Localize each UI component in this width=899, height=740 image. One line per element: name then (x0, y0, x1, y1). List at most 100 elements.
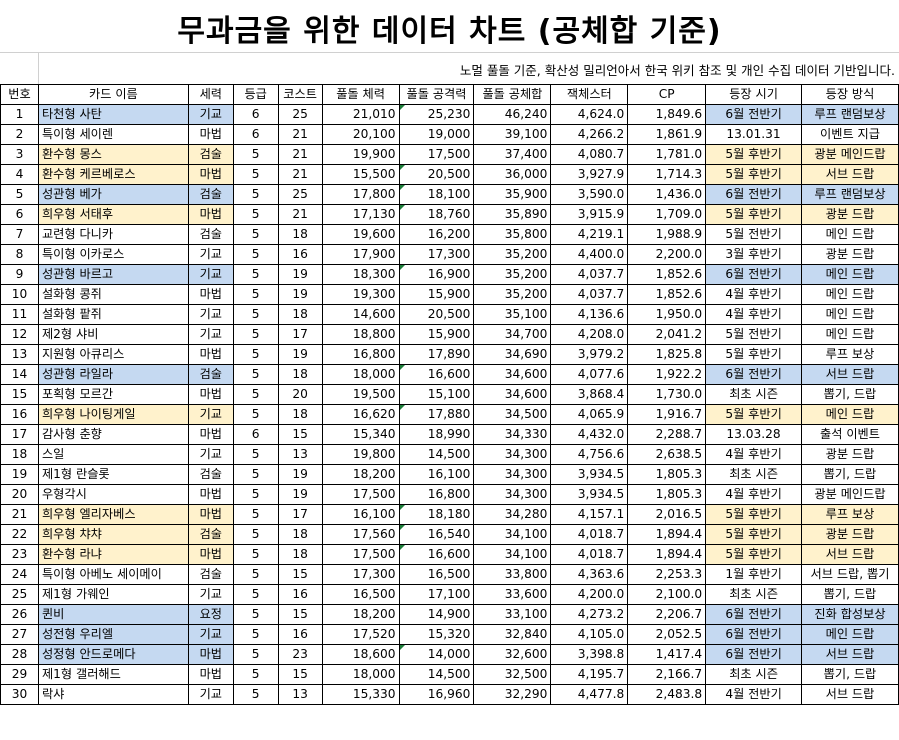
cell-hp[interactable]: 15,330 (321, 684, 400, 705)
table-row[interactable]: 10 설화형 콩쥐 마법 5 19 19,300 15,900 35,200 4,037.7 1,… (0, 284, 899, 305)
cell-method[interactable]: 광분 드랍 (800, 444, 899, 465)
cell-faction[interactable]: 마법 (187, 124, 234, 145)
table-row[interactable]: 30 락샤 기교 5 13 15,330 16,960 32,290 4,477.8 2,483.… (0, 684, 899, 705)
cell-sum[interactable]: 39,100 (473, 124, 552, 145)
cell-method[interactable]: 광분 메인드랍 (800, 484, 899, 505)
cell-faction[interactable]: 기교 (187, 444, 234, 465)
cell-jack[interactable]: 4,195.7 (550, 664, 629, 685)
cell-atk[interactable]: 15,320 (398, 624, 475, 645)
cell-hp[interactable]: 19,900 (321, 144, 400, 165)
cell-cost[interactable]: 18 (277, 224, 323, 245)
cell-method[interactable]: 루프 랜덤보상 (800, 104, 899, 125)
cell-atk[interactable]: 18,990 (398, 424, 475, 445)
cell-no[interactable]: 6 (0, 204, 39, 225)
cell-grade[interactable]: 5 (232, 524, 279, 545)
cell-method[interactable]: 메인 드랍 (800, 624, 899, 645)
cell-method[interactable]: 광분 드랍 (800, 244, 899, 265)
cell-method[interactable]: 서브 드랍, 뽑기 (800, 564, 899, 585)
header-method[interactable]: 등장 방식 (800, 84, 899, 105)
cell-jack[interactable]: 4,219.1 (550, 224, 629, 245)
cell-no[interactable]: 12 (0, 324, 39, 345)
cell-faction[interactable]: 검술 (187, 224, 234, 245)
header-grade[interactable]: 등급 (232, 84, 279, 105)
cell-cp[interactable]: 1,922.2 (627, 364, 707, 385)
cell-atk[interactable]: 17,880 (398, 404, 475, 425)
cell-hp[interactable]: 16,800 (321, 344, 400, 365)
cell-grade[interactable]: 5 (232, 664, 279, 685)
cell-card-name[interactable]: 환수형 라냐 (37, 544, 189, 565)
cell-jack[interactable]: 4,266.2 (550, 124, 629, 145)
cell-no[interactable]: 23 (0, 544, 39, 565)
cell-cost[interactable]: 19 (277, 484, 323, 505)
cell-sum[interactable]: 35,890 (473, 204, 552, 225)
cell-period[interactable]: 6월 전반기 (705, 184, 802, 205)
cell-grade[interactable]: 5 (232, 364, 279, 385)
cell-no[interactable]: 20 (0, 484, 39, 505)
cell-method[interactable]: 뽑기, 드랍 (800, 584, 899, 605)
cell-jack[interactable]: 4,077.6 (550, 364, 629, 385)
cell-method[interactable]: 서브 드랍 (800, 364, 899, 385)
cell-card-name[interactable]: 희우형 챠챠 (37, 524, 189, 545)
cell-faction[interactable]: 기교 (187, 244, 234, 265)
cell-grade[interactable]: 6 (232, 124, 279, 145)
cell-card-name[interactable]: 환수형 몽스 (37, 144, 189, 165)
cell-hp[interactable]: 18,000 (321, 364, 400, 385)
cell-faction[interactable]: 마법 (187, 544, 234, 565)
table-row[interactable]: 4 환수형 케르베로스 마법 5 21 15,500 20,500 36,000 3,927.9… (0, 164, 899, 185)
cell-card-name[interactable]: 락샤 (37, 684, 189, 705)
cell-jack[interactable]: 4,477.8 (550, 684, 629, 705)
table-row[interactable]: 3 환수형 몽스 검술 5 21 19,900 17,500 37,400 4,080.7 1,7… (0, 144, 899, 165)
cell-jack[interactable]: 4,037.7 (550, 264, 629, 285)
cell-atk[interactable]: 17,300 (398, 244, 475, 265)
cell-card-name[interactable]: 성관형 베가 (37, 184, 189, 205)
table-row[interactable]: 8 특이형 이카로스 기교 5 16 17,900 17,300 35,200 4,400.0 2… (0, 244, 899, 265)
cell-cp[interactable]: 1,988.9 (627, 224, 707, 245)
table-row[interactable]: 7 교련형 다니카 검술 5 18 19,600 16,200 35,800 4,219.1 1,… (0, 224, 899, 245)
cell-atk[interactable]: 14,500 (398, 444, 475, 465)
table-row[interactable]: 21 희우형 엘리자베스 마법 5 17 16,100 18,180 34,280 4,157.… (0, 504, 899, 525)
cell-atk[interactable]: 15,900 (398, 324, 475, 345)
cell-hp[interactable]: 20,100 (321, 124, 400, 145)
cell-cp[interactable]: 2,206.7 (627, 604, 707, 625)
cell-period[interactable]: 5월 후반기 (705, 344, 802, 365)
cell-cost[interactable]: 18 (277, 544, 323, 565)
cell-card-name[interactable]: 설화형 콩쥐 (37, 284, 189, 305)
table-row[interactable]: 2 특이형 세이렌 마법 6 21 20,100 19,000 39,100 4,266.2 1,… (0, 124, 899, 145)
cell-atk[interactable]: 19,000 (398, 124, 475, 145)
cell-period[interactable]: 5월 전반기 (705, 224, 802, 245)
cell-cost[interactable]: 15 (277, 564, 323, 585)
cell-faction[interactable]: 기교 (187, 104, 234, 125)
cell-period[interactable]: 4월 후반기 (705, 304, 802, 325)
cell-hp[interactable]: 18,000 (321, 664, 400, 685)
table-row[interactable]: 14 성관형 라일라 검술 5 18 18,000 16,600 34,600 4,077.6 1… (0, 364, 899, 385)
cell-period[interactable]: 5월 후반기 (705, 144, 802, 165)
cell-method[interactable]: 광분 드랍 (800, 524, 899, 545)
cell-no[interactable]: 13 (0, 344, 39, 365)
cell-card-name[interactable]: 감사형 춘향 (37, 424, 189, 445)
cell-method[interactable]: 서브 드랍 (800, 544, 899, 565)
cell-cost[interactable]: 19 (277, 344, 323, 365)
cell-jack[interactable]: 4,400.0 (550, 244, 629, 265)
cell-faction[interactable]: 기교 (187, 624, 234, 645)
cell-period[interactable]: 최초 시즌 (705, 464, 802, 485)
cell-jack[interactable]: 4,432.0 (550, 424, 629, 445)
cell-method[interactable]: 광분 메인드랍 (800, 144, 899, 165)
cell-sum[interactable]: 35,200 (473, 264, 552, 285)
cell-hp[interactable]: 18,300 (321, 264, 400, 285)
cell-jack[interactable]: 4,157.1 (550, 504, 629, 525)
cell-card-name[interactable]: 성정형 안드로메다 (37, 644, 189, 665)
cell-cp[interactable]: 1,825.8 (627, 344, 707, 365)
cell-faction[interactable]: 검술 (187, 524, 234, 545)
cell-sum[interactable]: 33,800 (473, 564, 552, 585)
cell-grade[interactable]: 5 (232, 184, 279, 205)
cell-grade[interactable]: 5 (232, 144, 279, 165)
cell-faction[interactable]: 요정 (187, 604, 234, 625)
cell-method[interactable]: 메인 드랍 (800, 324, 899, 345)
cell-card-name[interactable]: 타천형 사탄 (37, 104, 189, 125)
cell-cost[interactable]: 17 (277, 324, 323, 345)
cell-no[interactable]: 21 (0, 504, 39, 525)
cell-faction[interactable]: 마법 (187, 384, 234, 405)
cell-hp[interactable]: 17,560 (321, 524, 400, 545)
cell-no[interactable]: 26 (0, 604, 39, 625)
cell-hp[interactable]: 19,500 (321, 384, 400, 405)
